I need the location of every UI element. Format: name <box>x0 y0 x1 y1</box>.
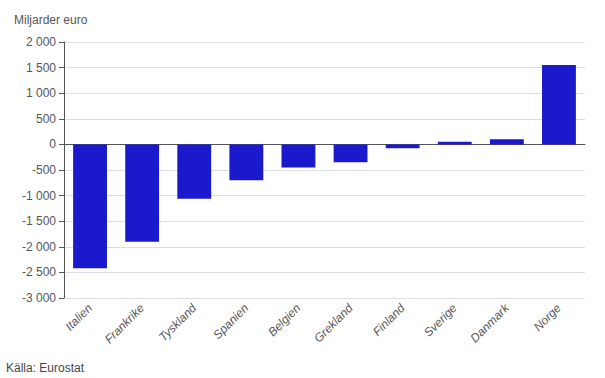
svg-text:-3 000: -3 000 <box>22 291 56 305</box>
svg-text:Norge: Norge <box>531 301 564 334</box>
svg-text:0: 0 <box>49 137 56 151</box>
svg-text:Belgien: Belgien <box>265 301 303 339</box>
svg-text:Frankrike: Frankrike <box>102 301 147 346</box>
svg-text:Grekland: Grekland <box>311 301 356 346</box>
svg-text:Danmark: Danmark <box>468 300 513 345</box>
svg-text:Finland: Finland <box>370 301 408 339</box>
svg-text:2 000: 2 000 <box>26 35 56 49</box>
svg-text:1 000: 1 000 <box>26 86 56 100</box>
svg-text:-1 000: -1 000 <box>22 189 56 203</box>
svg-text:-500: -500 <box>32 163 56 177</box>
svg-text:Källa: Eurostat: Källa: Eurostat <box>6 361 85 375</box>
svg-text:Italien: Italien <box>62 301 95 334</box>
svg-text:Sverige: Sverige <box>421 301 460 340</box>
svg-text:Tyskland: Tyskland <box>156 301 199 344</box>
svg-text:Spanien: Spanien <box>210 301 251 342</box>
svg-text:-1 500: -1 500 <box>22 214 56 228</box>
svg-text:1 500: 1 500 <box>26 61 56 75</box>
svg-text:-2 000: -2 000 <box>22 240 56 254</box>
svg-text:Miljarder euro: Miljarder euro <box>14 13 88 27</box>
svg-text:500: 500 <box>36 112 56 126</box>
svg-text:-2 500: -2 500 <box>22 265 56 279</box>
